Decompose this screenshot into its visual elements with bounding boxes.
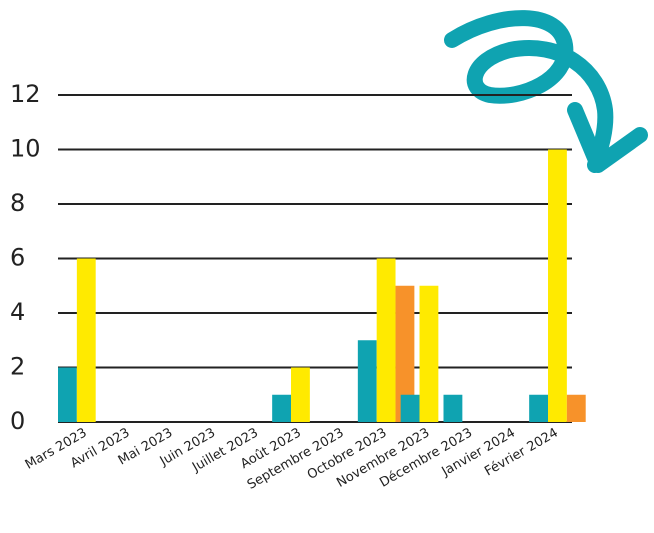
bar: [443, 394, 463, 422]
y-tick-label: 12: [10, 80, 41, 108]
bar: [76, 258, 96, 422]
x-tick-label: Février 2024: [482, 426, 561, 480]
bar: [357, 340, 377, 422]
y-tick-label: 10: [10, 135, 41, 163]
bar: [400, 394, 420, 422]
bar: [548, 149, 567, 422]
bar: [566, 394, 586, 422]
y-tick-label: 4: [10, 298, 25, 326]
bar: [419, 285, 439, 422]
bar: [529, 394, 549, 422]
y-tick-label: 2: [10, 353, 25, 381]
y-tick-label: 8: [10, 189, 25, 217]
bar: [291, 367, 310, 422]
decorative-arrow: [444, 10, 648, 173]
bar: [376, 258, 396, 422]
bar: [395, 285, 415, 422]
y-tick-label: 6: [10, 244, 25, 272]
bar: [58, 367, 77, 422]
bar: [272, 394, 292, 422]
y-tick-label: 0: [10, 407, 25, 435]
